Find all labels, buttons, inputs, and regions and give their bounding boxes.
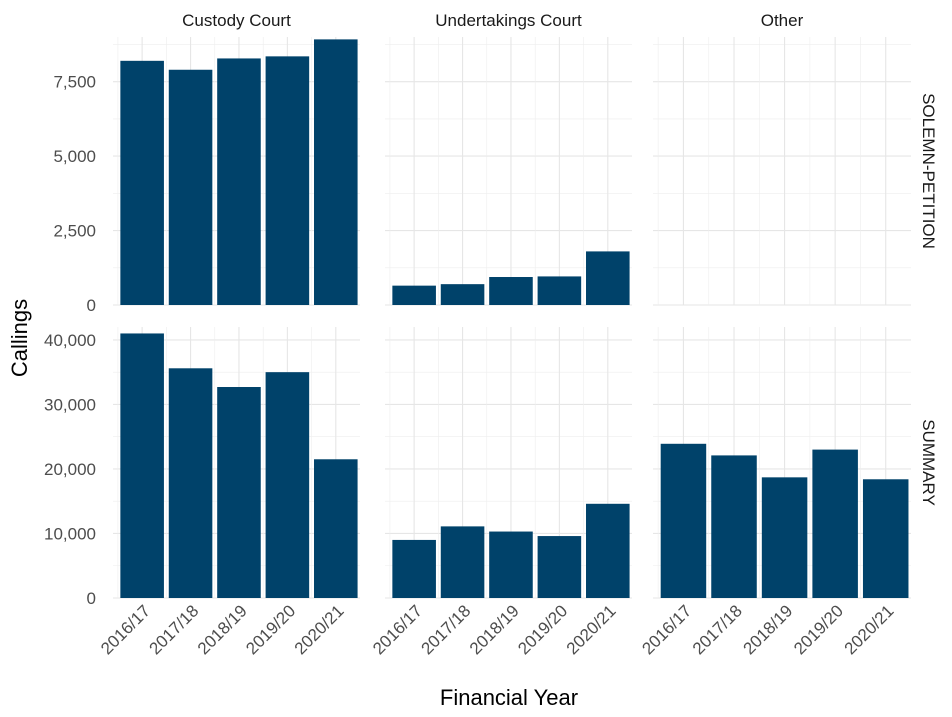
x-tick-label-custody-court-2017-18: 2017/18 [145,601,202,658]
x-tick-label-undertakings-court-2020-21: 2020/21 [563,601,620,658]
y-tick-label-summary: 0 [87,589,96,608]
row-strip-label-solemn-petition: SOLEMN-PETITION [919,93,938,249]
bar-summary-other-2018-19 [761,477,808,598]
bar-summary-other-2016-17 [660,443,707,598]
bar-layer [120,39,909,598]
x-tick-label-other-2017-18: 2017/18 [689,601,746,658]
bar-solemn-petition-undertakings-court-2018-19 [489,277,533,305]
x-tick-label-other-2020-21: 2020/21 [841,601,898,658]
x-tick-label-other-2018-19: 2018/19 [740,601,797,658]
x-tick-label-custody-court-2016-17: 2016/17 [97,601,154,658]
bar-summary-undertakings-court-2018-19 [489,531,533,598]
x-tick-label-custody-court-2020-21: 2020/21 [291,601,348,658]
y-tick-label-solemn-petition: 5,000 [53,147,96,166]
x-tick-label-other-2019-20: 2019/20 [790,601,847,658]
column-strip-label-custody-court: Custody Court [182,11,291,30]
bar-summary-custody-court-2018-19 [217,387,261,598]
bar-summary-custody-court-2017-18 [168,368,213,598]
bar-solemn-petition-undertakings-court-2016-17 [392,285,436,305]
bar-summary-other-2019-20 [812,449,858,598]
bar-summary-custody-court-2020-21 [314,459,358,598]
bar-solemn-petition-custody-court-2017-18 [168,69,213,305]
row-strip-label-summary: SUMMARY [919,419,938,506]
x-axis-title: Financial Year [440,685,578,710]
x-tick-label-undertakings-court-2016-17: 2016/17 [369,601,426,658]
column-strip-label-undertakings-court: Undertakings Court [435,11,582,30]
bar-solemn-petition-undertakings-court-2019-20 [537,276,582,305]
bar-summary-undertakings-court-2017-18 [440,526,485,598]
y-tick-label-summary: 40,000 [44,331,96,350]
bar-solemn-petition-custody-court-2018-19 [217,58,261,305]
bar-summary-undertakings-court-2020-21 [586,503,630,598]
bar-solemn-petition-undertakings-court-2017-18 [440,284,485,305]
y-tick-label-solemn-petition: 7,500 [53,73,96,92]
x-tick-label-other-2016-17: 2016/17 [638,601,695,658]
y-tick-label-summary: 30,000 [44,395,96,414]
y-axis-title: Callings [7,299,32,377]
bar-summary-other-2020-21 [862,479,909,598]
x-tick-label-undertakings-court-2018-19: 2018/19 [466,601,523,658]
bar-summary-custody-court-2016-17 [120,333,164,598]
bar-solemn-petition-custody-court-2016-17 [120,60,164,306]
y-tick-label-solemn-petition: 2,500 [53,222,96,241]
x-tick-label-custody-court-2019-20: 2019/20 [242,601,299,658]
x-tick-label-undertakings-court-2017-18: 2017/18 [417,601,474,658]
bar-solemn-petition-custody-court-2020-21 [314,39,358,305]
column-strip-label-other: Other [761,11,804,30]
bar-summary-undertakings-court-2019-20 [537,536,582,598]
bar-summary-other-2017-18 [711,455,757,598]
y-tick-label-summary: 20,000 [44,460,96,479]
y-tick-label-solemn-petition: 0 [87,296,96,315]
x-tick-label-custody-court-2018-19: 2018/19 [194,601,251,658]
bar-solemn-petition-undertakings-court-2020-21 [586,251,630,305]
x-tick-label-undertakings-court-2019-20: 2019/20 [514,601,571,658]
bar-summary-undertakings-court-2016-17 [392,539,436,598]
bar-solemn-petition-custody-court-2019-20 [265,56,310,305]
bar-summary-custody-court-2019-20 [265,372,310,598]
y-tick-label-summary: 10,000 [44,524,96,543]
